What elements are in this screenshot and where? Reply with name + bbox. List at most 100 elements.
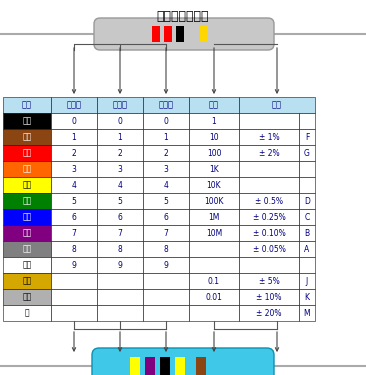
Bar [239,97,315,113]
Text: 2: 2 [72,148,76,158]
Text: 黒色: 黒色 [22,117,31,126]
Bar [97,305,143,321]
Bar [143,225,189,241]
Bar [145,357,155,375]
Text: 1: 1 [164,132,168,141]
Bar [3,305,51,321]
Text: 2: 2 [164,148,168,158]
FancyBboxPatch shape [92,348,274,375]
Bar [97,129,143,145]
Bar [175,357,185,375]
Text: 4: 4 [72,180,76,189]
Bar [189,177,239,193]
Text: 7: 7 [117,228,123,237]
Text: 橙色: 橙色 [22,165,31,174]
Bar [189,225,239,241]
Text: 2: 2 [117,148,122,158]
Bar [189,209,239,225]
Text: 8: 8 [72,244,76,254]
Text: 4: 4 [164,180,168,189]
Bar [97,257,143,273]
Bar [189,257,239,273]
Bar [3,97,51,113]
Text: 1: 1 [72,132,76,141]
Bar [143,209,189,225]
Bar [3,193,51,209]
Bar [3,161,51,177]
Bar [189,145,239,161]
Bar [239,145,299,161]
Text: M: M [304,309,310,318]
Bar [189,305,239,321]
Bar [51,305,97,321]
Bar [299,193,315,209]
Bar [143,289,189,305]
Text: 8: 8 [164,244,168,254]
Bar [51,129,97,145]
Bar [51,193,97,209]
Bar [239,161,299,177]
Text: 黄色: 黄色 [22,180,31,189]
Bar [239,177,299,193]
Bar [239,193,299,209]
Text: 5: 5 [72,196,76,206]
Bar [189,273,239,289]
Bar [51,209,97,225]
Bar [3,289,51,305]
Text: 颜色: 颜色 [22,100,32,109]
Bar [3,145,51,161]
Bar [189,113,239,129]
Bar [299,209,315,225]
Bar [143,257,189,273]
Text: ± 0.10%: ± 0.10% [253,228,285,237]
Bar [143,193,189,209]
Text: 乘数: 乘数 [209,100,219,109]
Bar [97,225,143,241]
Bar [176,26,184,42]
Bar [3,209,51,225]
Bar [143,305,189,321]
Bar [3,177,51,193]
Text: 9: 9 [164,261,168,270]
Bar [51,177,97,193]
Text: 6: 6 [164,213,168,222]
Bar [51,161,97,177]
Bar [143,145,189,161]
Bar [200,26,208,42]
Bar [299,289,315,305]
Bar [299,129,315,145]
Bar [189,161,239,177]
Bar [189,97,239,113]
Bar [3,257,51,273]
Text: ± 2%: ± 2% [259,148,279,158]
Text: 4: 4 [117,180,123,189]
Bar [239,129,299,145]
Bar [3,241,51,257]
Bar [97,273,143,289]
Bar [299,241,315,257]
Bar [299,145,315,161]
Bar [189,241,239,257]
Text: ± 0.25%: ± 0.25% [253,213,285,222]
Bar [143,241,189,257]
Text: 0: 0 [117,117,123,126]
Text: ± 0.5%: ± 0.5% [255,196,283,206]
Text: ± 0.05%: ± 0.05% [253,244,285,254]
Bar [239,225,299,241]
Text: 5: 5 [117,196,123,206]
Bar [299,177,315,193]
Bar [3,273,51,289]
Text: 3: 3 [72,165,76,174]
Text: 绿色: 绿色 [22,196,31,206]
Text: 9: 9 [72,261,76,270]
Bar [51,145,97,161]
Text: B: B [305,228,310,237]
Text: 7: 7 [72,228,76,237]
Bar [51,241,97,257]
Bar [51,257,97,273]
Text: 0: 0 [72,117,76,126]
Text: 10M: 10M [206,228,222,237]
Bar [299,225,315,241]
Text: 100K: 100K [204,196,224,206]
Text: G: G [304,148,310,158]
